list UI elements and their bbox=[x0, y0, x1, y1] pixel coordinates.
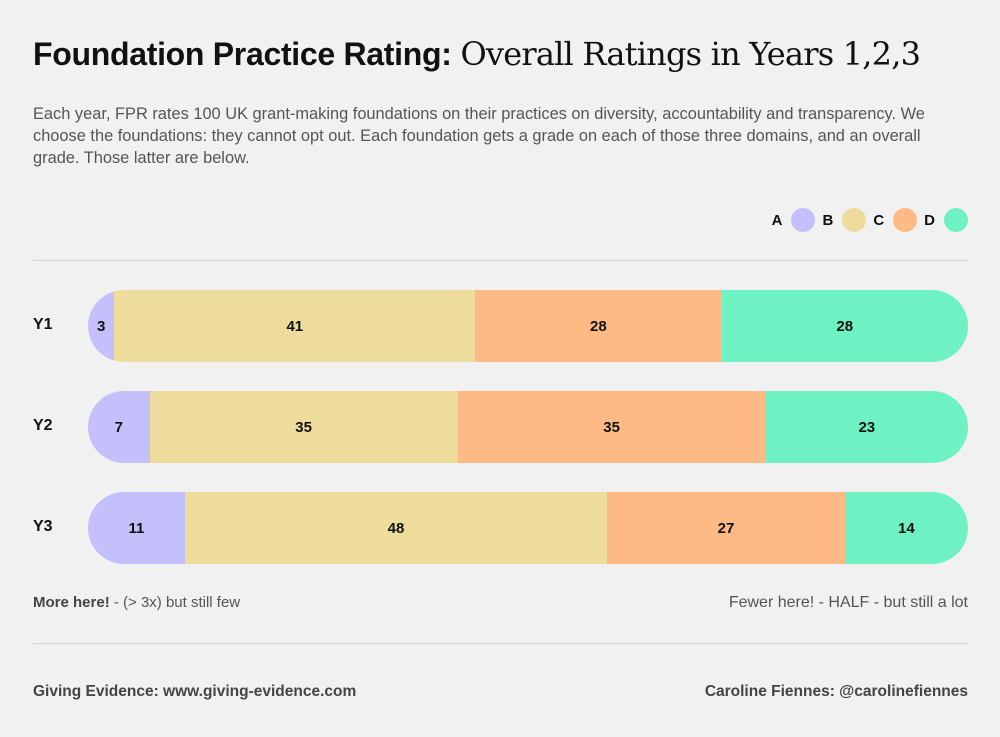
legend-item-a: A bbox=[772, 208, 816, 232]
bar-segment-y1-a: 3 bbox=[88, 290, 115, 362]
legend-label-a: A bbox=[771, 211, 783, 229]
row-label-y1: Y1 bbox=[33, 316, 53, 333]
title-bold-part: Foundation Practice Rating: bbox=[33, 36, 452, 72]
bar-segment-y2-b: 35 bbox=[149, 391, 458, 463]
note-left-rest: - (> 3x) but still few bbox=[109, 594, 241, 611]
bar-segment-y3-d: 14 bbox=[844, 492, 968, 564]
bar-segment-y2-a: 7 bbox=[88, 391, 150, 463]
legend-swatch-b bbox=[842, 208, 867, 232]
row-label-y3: Y3 bbox=[33, 518, 53, 535]
chart-title: Foundation Practice Rating: Overall Rati… bbox=[33, 34, 973, 74]
legend-item-c: C bbox=[873, 208, 918, 232]
note-left: More here! - (> 3x) but still few bbox=[33, 594, 240, 611]
bar-segment-y3-a: 11 bbox=[88, 492, 185, 564]
legend-swatch-d bbox=[944, 208, 968, 232]
note-right: Fewer here! - HALF - but still a lot bbox=[728, 594, 968, 611]
bar-segment-y3-c: 27 bbox=[607, 492, 845, 564]
bar-segment-y2-d: 23 bbox=[765, 391, 968, 463]
legend-label-d: D bbox=[924, 211, 935, 229]
description: Each year, FPR rates 100 UK grant-making… bbox=[33, 105, 925, 167]
bar-segment-y1-b: 41 bbox=[114, 290, 476, 362]
bar-segment-y2-c: 35 bbox=[457, 391, 766, 463]
footer-credit-right: Caroline Fiennes: @carolinefiennes bbox=[704, 683, 968, 700]
legend-label-c: C bbox=[873, 211, 885, 229]
bar-y1: 3 41 28 28 bbox=[88, 290, 968, 362]
bar-segment-y3-b: 48 bbox=[184, 492, 608, 564]
legend-item-b: B bbox=[822, 208, 867, 232]
legend-label-b: B bbox=[822, 211, 834, 229]
bar-y2: 7 35 35 23 bbox=[88, 391, 968, 463]
bar-y3: 11 48 27 14 bbox=[88, 492, 968, 564]
note-left-bold: More here! bbox=[33, 594, 110, 611]
footer-credit-left: Giving Evidence: www.giving-evidence.com bbox=[33, 683, 357, 700]
bar-segment-y1-d: 28 bbox=[721, 290, 968, 362]
bar-segment-y1-c: 28 bbox=[475, 290, 722, 362]
divider-top bbox=[33, 260, 968, 261]
legend-swatch-a bbox=[791, 208, 816, 232]
row-label-y2: Y2 bbox=[33, 417, 53, 434]
title-serif-part: Overall Ratings in Years 1,2,3 bbox=[460, 35, 921, 73]
legend: A B C D bbox=[765, 207, 968, 233]
divider-bottom bbox=[33, 643, 968, 644]
legend-item-d: D bbox=[924, 208, 968, 232]
legend-swatch-c bbox=[893, 208, 918, 232]
